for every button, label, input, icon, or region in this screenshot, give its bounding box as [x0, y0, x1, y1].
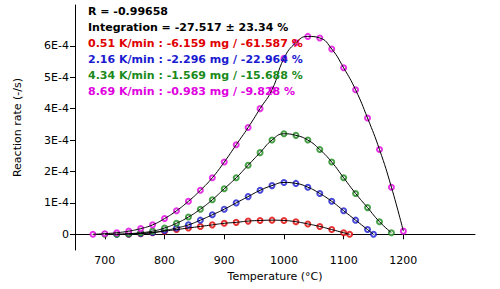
- svg-text:R = -0.99658: R = -0.99658: [88, 5, 168, 18]
- svg-text:0: 0: [62, 228, 69, 241]
- svg-text:Temperature (°C): Temperature (°C): [227, 270, 323, 283]
- svg-text:4.34 K/min : -1.569 mg / -15.6: 4.34 K/min : -1.569 mg / -15.688 %: [88, 69, 303, 82]
- svg-text:2.16 K/min : -2.296 mg / -22.9: 2.16 K/min : -2.296 mg / -22.964 %: [88, 53, 303, 66]
- svg-text:8.69 K/min : -0.983 mg / -9.82: 8.69 K/min : -0.983 mg / -9.828 %: [88, 85, 295, 98]
- svg-text:Reaction rate (-/s): Reaction rate (-/s): [11, 78, 24, 177]
- svg-text:0.51 K/min : -6.159 mg / -61.5: 0.51 K/min : -6.159 mg / -61.587 %: [88, 37, 303, 50]
- svg-text:800: 800: [154, 254, 175, 267]
- svg-text:1200: 1200: [389, 254, 417, 267]
- svg-text:2E-4: 2E-4: [44, 165, 69, 178]
- svg-text:4E-4: 4E-4: [44, 102, 69, 115]
- svg-text:700: 700: [94, 254, 115, 267]
- svg-text:1100: 1100: [330, 254, 358, 267]
- svg-text:1000: 1000: [270, 254, 298, 267]
- svg-text:3E-4: 3E-4: [44, 134, 69, 147]
- svg-text:6E-4: 6E-4: [44, 39, 69, 52]
- svg-text:5E-4: 5E-4: [44, 71, 69, 84]
- svg-text:Integration = -27.517 ± 23.34: Integration = -27.517 ± 23.34 %: [88, 21, 288, 34]
- svg-text:900: 900: [214, 254, 235, 267]
- svg-text:1E-4: 1E-4: [44, 196, 69, 209]
